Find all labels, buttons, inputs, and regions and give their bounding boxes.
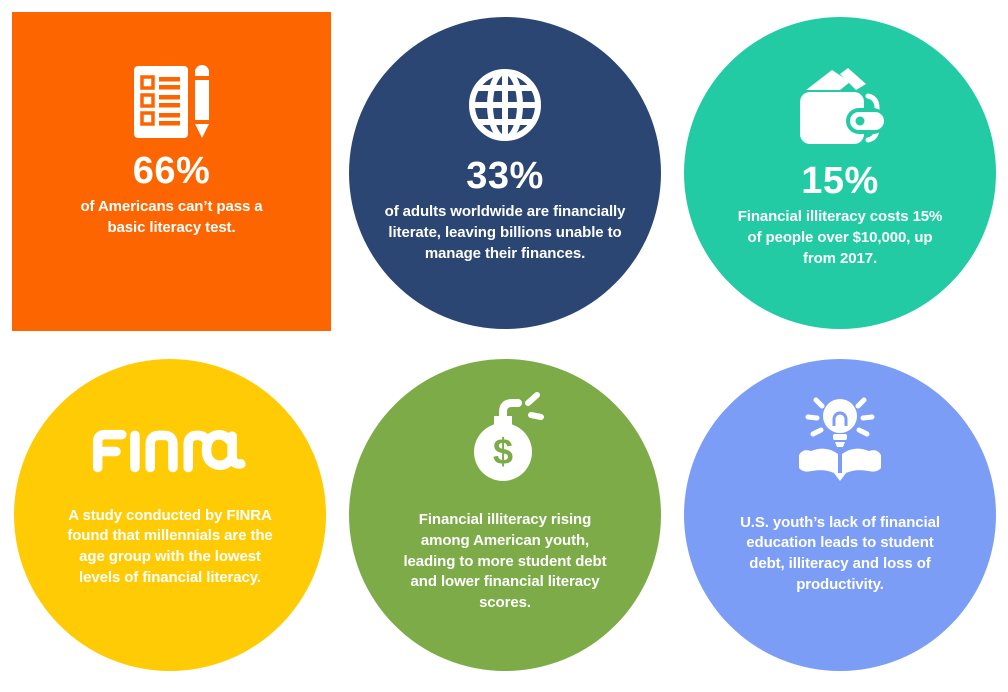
- stat-description: of adults worldwide are financially lite…: [384, 203, 626, 262]
- stat-description: of Americans can’t pass a basic literacy…: [80, 198, 263, 236]
- stat-card-youth-debt: $ Financial illiteracy rising among Amer…: [349, 359, 661, 671]
- stat-value: 15%: [801, 160, 879, 203]
- finra-logo: FINRA ®: [86, 422, 262, 478]
- money-bomb-icon: $: [461, 392, 549, 482]
- stat-description: Financial illiteracy costs 15% of people…: [737, 208, 943, 267]
- stat-card-illiteracy-cost: 15% Financial illiteracy costs 15% of pe…: [684, 17, 996, 329]
- lightbulb-book-icon: [793, 391, 887, 485]
- wallet-icon: [790, 62, 890, 148]
- stat-description: Financial illiteracy rising among Americ…: [403, 511, 607, 612]
- stat-value: 33%: [466, 155, 544, 198]
- stat-card-finra-study: FINRA ® A study conducted by FINRA found…: [14, 359, 326, 671]
- stat-description: A study conducted by FINRA found that mi…: [67, 506, 273, 586]
- stat-description: U.S. youth’s lack of financial education…: [740, 513, 940, 593]
- globe-icon: [467, 67, 543, 143]
- dollar-sign: $: [493, 431, 513, 472]
- checklist-pen-icon: [133, 60, 210, 139]
- stat-card-youth-education: U.S. youth’s lack of financial education…: [684, 359, 996, 671]
- stat-card-global-literacy: 33% of adults worldwide are financially …: [349, 17, 661, 329]
- stat-card-literacy-test: 66% of Americans can’t pass a basic lite…: [12, 12, 331, 331]
- stat-value: 66%: [132, 150, 211, 193]
- registered-trademark: ®: [252, 463, 262, 479]
